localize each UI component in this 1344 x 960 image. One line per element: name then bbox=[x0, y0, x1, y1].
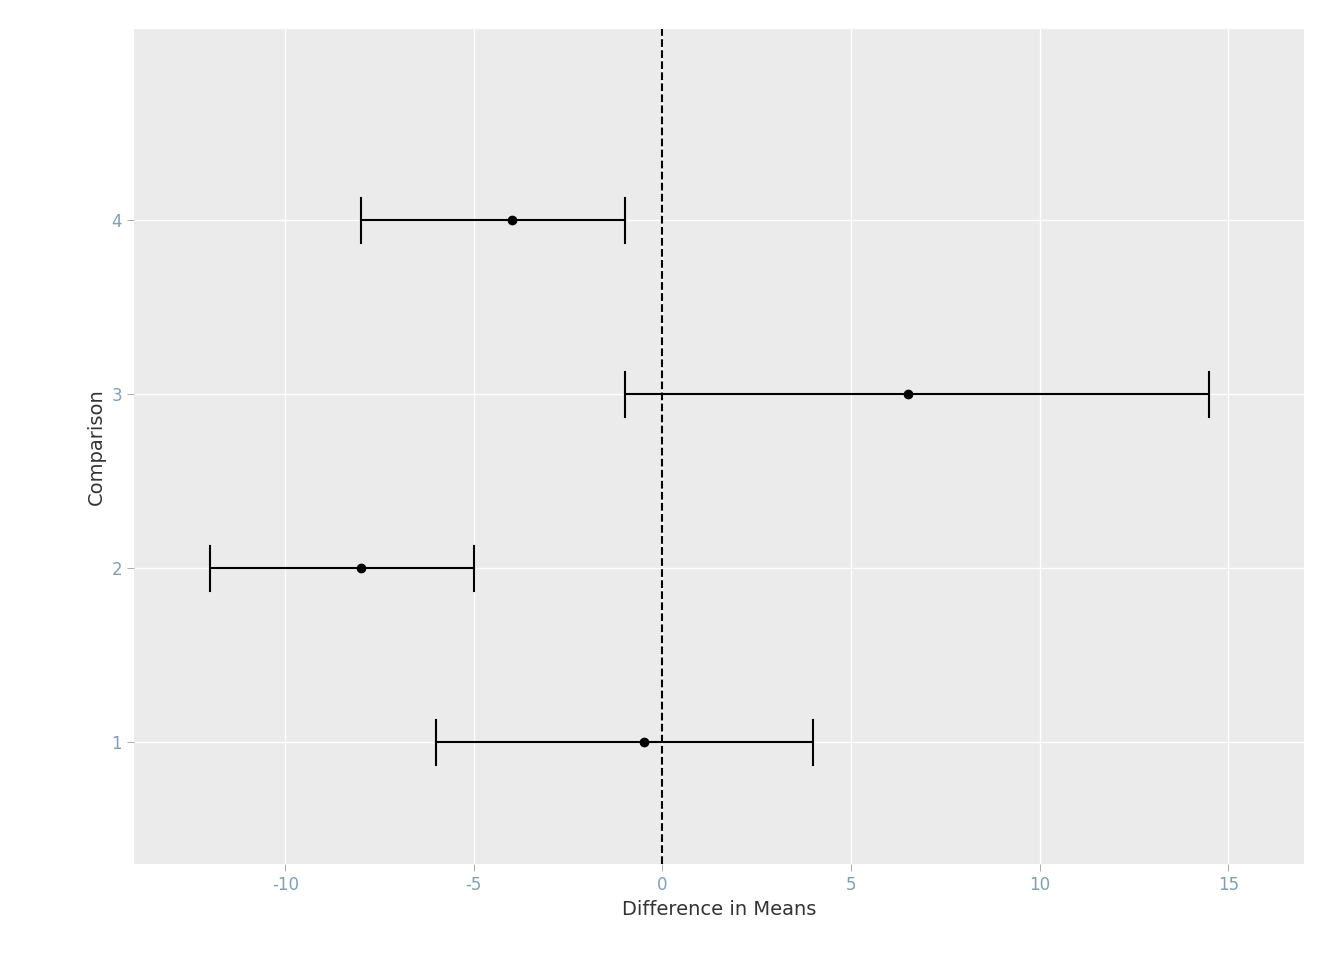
Y-axis label: Comparison: Comparison bbox=[87, 388, 106, 505]
X-axis label: Difference in Means: Difference in Means bbox=[622, 900, 816, 919]
